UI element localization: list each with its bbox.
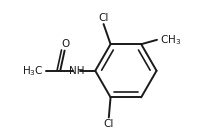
Text: Cl: Cl [98,13,109,23]
Text: Cl: Cl [104,119,114,129]
Text: CH$_3$: CH$_3$ [160,33,182,47]
Text: H$_3$C: H$_3$C [22,64,44,78]
Text: NH: NH [69,66,84,76]
Text: O: O [61,39,70,49]
